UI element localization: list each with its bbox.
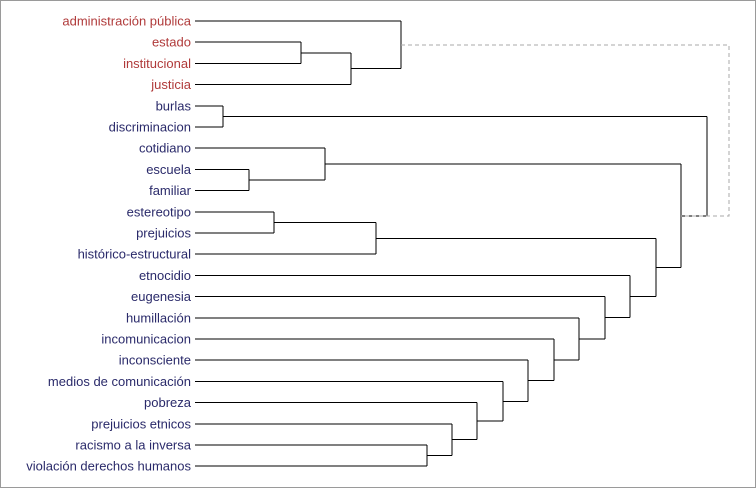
leaf-label: humillación (126, 310, 191, 325)
dendrogram-branches (195, 20, 730, 467)
leaf-label: eugenesia (131, 289, 192, 304)
leaf-label: burlas (156, 98, 192, 113)
leaf-label: familiar (149, 183, 192, 198)
leaf-label: inconsciente (119, 353, 191, 368)
leaf-label: medios de comunicación (48, 374, 191, 389)
leaf-label: violación derechos humanos (26, 459, 191, 474)
leaf-label: administración pública (62, 14, 191, 29)
leaf-label: institucional (123, 56, 191, 71)
leaf-label: histórico-estructural (78, 247, 192, 262)
leaf-label: prejuicios etnicos (91, 416, 191, 431)
leaf-label: cotidiano (139, 141, 191, 156)
leaf-label: pobreza (144, 395, 192, 410)
dendrogram-labels: administración pública estado instituciona… (26, 14, 192, 474)
leaf-label: prejuicios (136, 226, 191, 241)
leaf-label: estado (152, 35, 191, 50)
leaf-label: incomunicacion (101, 332, 191, 347)
leaf-label: justicia (150, 77, 192, 92)
dashed-cluster-link (401, 44, 730, 217)
leaf-label: discriminacion (109, 120, 191, 135)
leaf-label: estereotipo (127, 204, 191, 219)
leaf-label: escuela (146, 162, 192, 177)
leaf-label: etnocidio (139, 268, 191, 283)
leaf-label: racismo a la inversa (75, 438, 191, 453)
